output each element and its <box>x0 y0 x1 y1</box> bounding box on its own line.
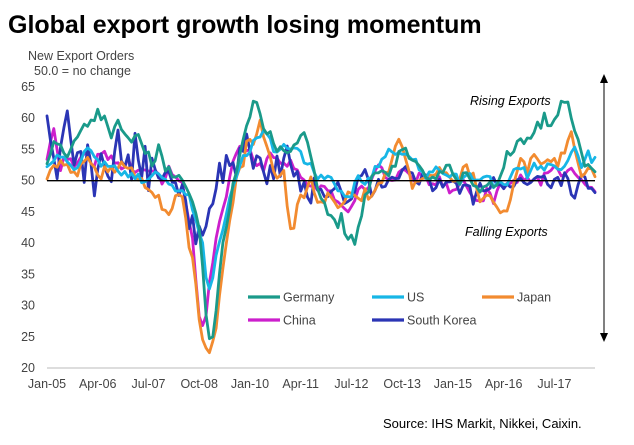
x-tick-label: Apr-06 <box>79 377 117 391</box>
x-tick-label: Apr-16 <box>485 377 523 391</box>
source-note: Source: IHS Markit, Nikkei, Caixin. <box>383 416 582 431</box>
x-tick-label: Apr-11 <box>282 377 319 391</box>
arrow-down-head <box>600 333 608 342</box>
y-tick-label: 60 <box>21 111 35 125</box>
legend-label-china: China <box>283 314 316 328</box>
series-layer <box>45 99 597 355</box>
y-tick-label: 65 <box>21 80 35 94</box>
y-tick-label: 40 <box>21 236 35 250</box>
x-tick-label: Jan-15 <box>434 377 472 391</box>
axes-layer: 20 25 30 35 40 45 50 55 60 65 Jan-05 Apr-06 Jul-07 Oc… <box>21 80 595 391</box>
y-axis-label-line1: New Export Orders <box>28 49 134 63</box>
series-line-germany <box>45 99 597 341</box>
legend-label-us: US <box>407 291 424 305</box>
annotation-rising-exports: Rising Exports <box>470 94 551 108</box>
x-tick-label: Jul-17 <box>537 377 571 391</box>
legend-label-germany: Germany <box>283 291 335 305</box>
legend: Germany US Japan China South Korea <box>248 291 551 328</box>
chart-title: Global export growth losing momentum <box>8 11 482 39</box>
legend-label-japan: Japan <box>517 291 551 305</box>
y-tick-label: 30 <box>21 299 35 313</box>
y-tick-label: 35 <box>21 267 35 281</box>
annotation-falling-exports: Falling Exports <box>465 225 548 239</box>
y-tick-label: 20 <box>21 361 35 375</box>
y-tick-label: 25 <box>21 330 35 344</box>
direction-arrow <box>600 74 608 342</box>
x-tick-label: Jan-05 <box>28 377 66 391</box>
x-tick-label: Jul-12 <box>334 377 368 391</box>
x-tick-label: Oct-13 <box>383 377 421 391</box>
series-line-south-korea <box>45 109 597 246</box>
legend-label-south-korea: South Korea <box>407 314 477 328</box>
arrow-up-head <box>600 74 608 83</box>
y-axis-label-line2: 50.0 = no change <box>34 64 131 78</box>
x-tick-label: Oct-08 <box>180 377 218 391</box>
x-tick-label: Jan-10 <box>231 377 269 391</box>
y-tick-label: 55 <box>21 142 35 156</box>
series-line-us <box>45 129 597 291</box>
y-tick-label: 50 <box>21 174 35 188</box>
x-tick-label: Jul-07 <box>131 377 165 391</box>
y-tick-label: 45 <box>21 205 35 219</box>
